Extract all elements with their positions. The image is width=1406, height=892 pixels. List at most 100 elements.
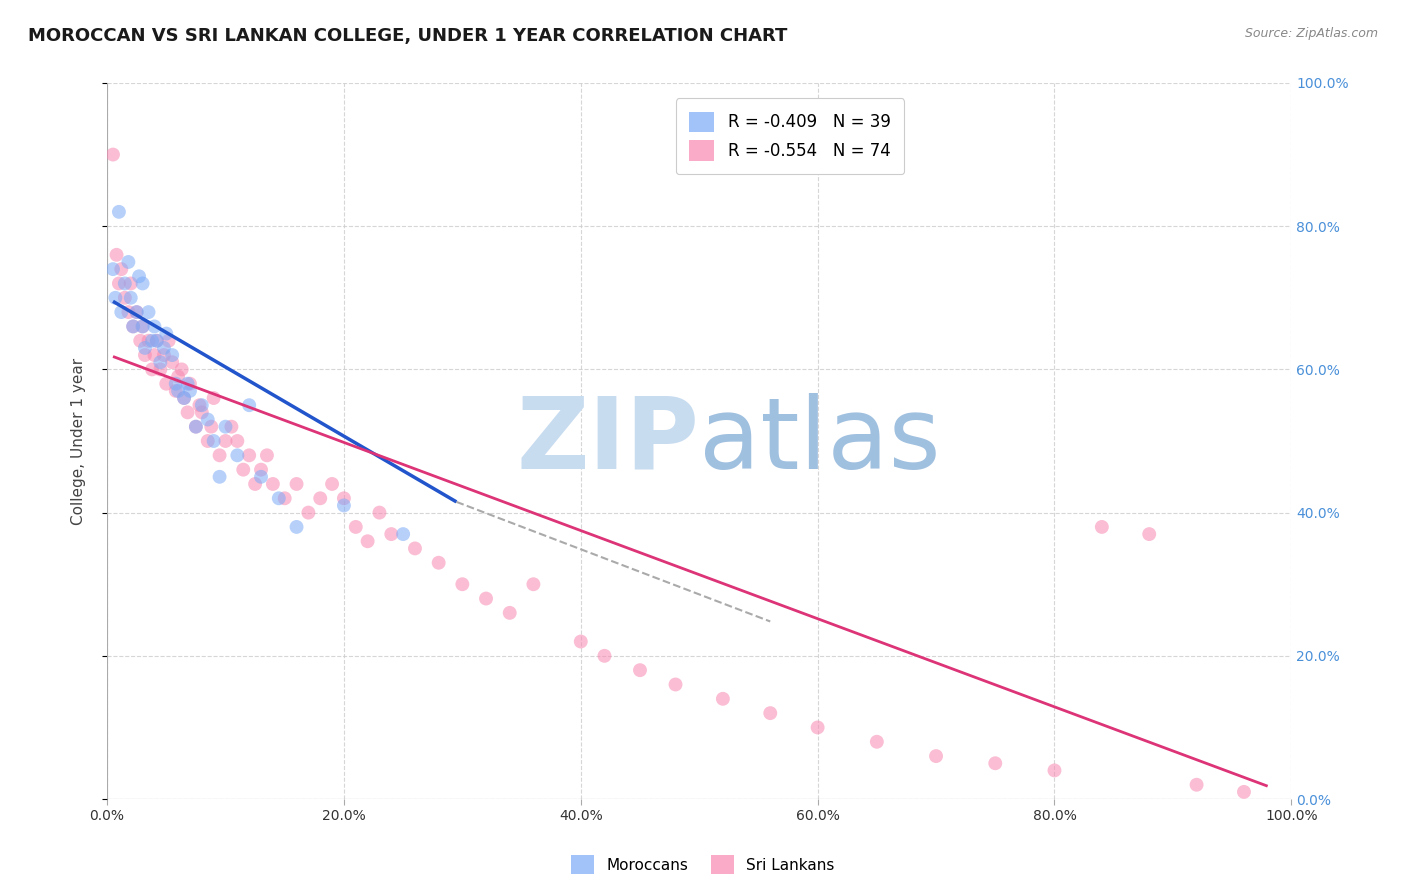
Point [125,305,148,319]
Point [167,369,190,384]
Point [153,348,176,362]
Point [165,376,187,391]
Point [104,291,127,305]
Point [202,391,225,405]
Point [451,577,474,591]
Point [160,348,183,362]
Point [153,341,176,355]
Point [146,334,169,348]
Point [593,648,616,663]
Point [262,477,284,491]
Point [984,756,1007,771]
Point [141,362,163,376]
Point [522,577,544,591]
Point [273,491,295,506]
Point [138,305,160,319]
Point [214,434,236,448]
Point [138,334,160,348]
Point [131,319,153,334]
Point [176,405,198,419]
Point [333,491,356,506]
Point [1043,764,1066,778]
Point [131,277,153,291]
Point [146,334,169,348]
Point [866,735,889,749]
Point [197,434,219,448]
Point [155,376,177,391]
Point [149,355,172,369]
Point [110,305,132,319]
Point [167,384,190,398]
Point [197,412,219,426]
Point [380,527,402,541]
Point [157,334,180,348]
Point [267,491,290,506]
Point [285,477,308,491]
Point [221,419,243,434]
Point [108,204,131,219]
Point [117,255,139,269]
Point [475,591,498,606]
Point [173,391,195,405]
Point [188,398,211,412]
Point [155,326,177,341]
Point [101,147,124,161]
Point [1091,520,1114,534]
Point [392,527,415,541]
Point [134,348,156,362]
Point [141,334,163,348]
Point [191,398,214,412]
Point [333,499,356,513]
Point [200,419,222,434]
Point [404,541,426,556]
Legend: Moroccans, Sri Lankans: Moroccans, Sri Lankans [565,849,841,880]
Point [114,291,136,305]
Point [184,419,207,434]
Point [165,384,187,398]
Point [297,506,319,520]
Text: atlas: atlas [699,392,941,490]
Point [344,520,367,534]
Point [214,419,236,434]
Point [120,277,142,291]
Point [208,448,231,462]
Point [356,534,378,549]
Point [250,470,273,484]
Point [238,398,260,412]
Point [128,269,150,284]
Point [250,463,273,477]
Point [191,405,214,419]
Point [309,491,332,506]
Point [664,677,686,691]
Point [101,262,124,277]
Text: ZIP: ZIP [516,392,699,490]
Point [114,277,136,291]
Point [499,606,522,620]
Point [110,262,132,277]
Point [925,749,948,764]
Point [120,291,142,305]
Point [321,477,343,491]
Point [202,434,225,448]
Point [226,448,249,462]
Point [807,721,830,735]
Point [256,448,278,462]
Text: Source: ZipAtlas.com: Source: ZipAtlas.com [1244,27,1378,40]
Point [1137,527,1160,541]
Point [149,362,172,376]
Point [105,248,128,262]
Point [122,319,145,334]
Point [179,376,201,391]
Point [232,463,254,477]
Point [368,506,391,520]
Point [759,706,782,720]
Point [1233,785,1256,799]
Point [243,477,266,491]
Point [129,334,152,348]
Point [569,634,592,648]
Point [108,277,131,291]
Point [143,319,166,334]
Point [1185,778,1208,792]
Point [184,419,207,434]
Point [427,556,450,570]
